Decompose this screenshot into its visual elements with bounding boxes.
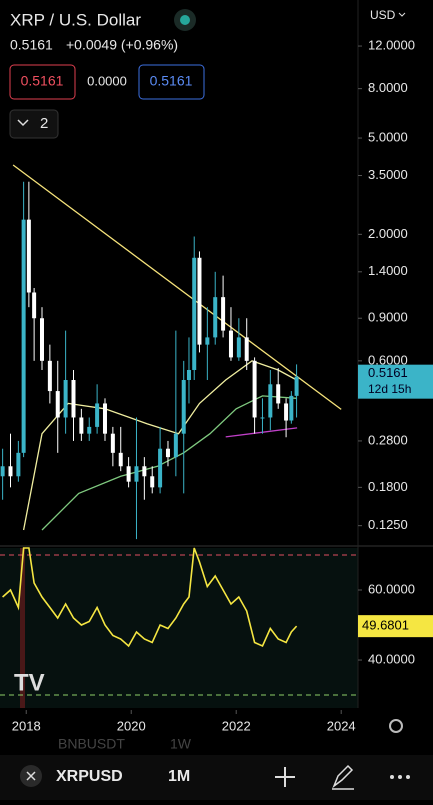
last-price: 0.5161 [10, 37, 53, 53]
x-tick-label: 2024 [327, 718, 356, 733]
candle-body [158, 448, 163, 488]
more-icon[interactable] [390, 775, 410, 779]
chevron-icon [17, 119, 29, 127]
candle-body [276, 384, 281, 404]
candle-body [236, 337, 241, 358]
y-tick-label: 0.2800 [368, 432, 408, 447]
candle-body [26, 219, 31, 293]
candle-body [192, 257, 197, 370]
x-tick-label: 2020 [117, 718, 146, 733]
spread: 0.0000 [87, 73, 127, 88]
behind-interval: 1W [170, 736, 192, 752]
y-tick-label: 0.1800 [368, 479, 408, 494]
draw-icon[interactable] [332, 764, 354, 790]
candle-body [150, 476, 155, 488]
y-tick-label: 0.1250 [368, 517, 408, 532]
candle-body [213, 297, 218, 338]
y-tick-label: 5.0000 [368, 129, 408, 144]
xrp-glyph [26, 771, 36, 781]
candle-body [252, 360, 257, 418]
candle-body [39, 318, 44, 361]
candle-body [79, 417, 84, 434]
candle-body [228, 330, 233, 358]
candle-body [63, 380, 68, 418]
y-tick-label: 1.4000 [368, 263, 408, 278]
symbol-title: XRP / U.S. Dollar [10, 10, 141, 29]
candle-body [186, 369, 191, 381]
rsi-highlight [20, 548, 25, 708]
candle-body [165, 448, 170, 458]
settings-icon[interactable] [389, 719, 403, 733]
status-dot [180, 15, 190, 25]
y-tick-label: 3.5000 [368, 167, 408, 182]
rsi-line [2, 547, 298, 648]
rsi-tag-label: 49.6801 [362, 618, 409, 633]
toolbar-symbol[interactable]: XRPUSD [56, 768, 123, 785]
candle-body [221, 297, 226, 331]
indicator-line [12, 164, 342, 410]
y-tick-label: 2.0000 [368, 226, 408, 241]
candle-body [21, 219, 26, 453]
x-tick-label: 2018 [12, 718, 41, 733]
candle-body [284, 403, 289, 421]
candle-body [289, 395, 294, 421]
candle-body [32, 292, 37, 319]
logo: TV [14, 669, 45, 696]
toolbar [0, 755, 433, 800]
toolbar-interval[interactable]: 1M [168, 768, 190, 785]
countdown-label: 12d 15h [368, 382, 411, 396]
collapse-button[interactable] [9, 109, 59, 139]
rsi-tick-label: 40.0000 [368, 651, 415, 666]
buy-price: 0.5161 [150, 73, 193, 89]
candle-body [71, 380, 76, 418]
candle-body [126, 466, 131, 482]
indicator-line [225, 427, 298, 438]
y-tick-label: 8.0000 [368, 80, 408, 95]
candle-body [268, 384, 273, 418]
candle-body [55, 391, 60, 418]
candle-body [205, 337, 210, 345]
candle-body [244, 337, 249, 361]
y-tick-label: 12.0000 [368, 37, 415, 52]
price-tag-label: 0.5161 [368, 365, 408, 380]
candle-body [142, 466, 147, 477]
candle-body [47, 360, 52, 392]
candle-body [16, 452, 21, 477]
collapse-count: 2 [40, 115, 48, 132]
rsi-pane [0, 548, 358, 708]
rsi-tag [358, 615, 433, 638]
candle-body [134, 466, 139, 482]
candle-body [181, 380, 186, 434]
candle-body [110, 433, 115, 453]
y-tick-label: 0.6000 [368, 352, 408, 367]
sell-price: 0.5161 [21, 73, 64, 89]
behind-symbol: BNBUSDT [58, 736, 125, 752]
chevron-icon [398, 12, 406, 17]
candle-body [87, 426, 92, 434]
currency-select[interactable]: USD [370, 8, 396, 22]
candle-body [95, 403, 100, 427]
add-icon[interactable] [275, 767, 295, 787]
candle-body [102, 403, 107, 434]
buy-button[interactable] [138, 64, 205, 100]
candle-body [294, 376, 299, 396]
candle-body [173, 433, 178, 458]
candle-body [197, 257, 202, 345]
sell-button[interactable] [9, 64, 76, 100]
x-tick-label: 2022 [222, 718, 251, 733]
candle-body [8, 466, 13, 477]
rsi-tick-label: 60.0000 [368, 581, 415, 596]
price-change: +0.0049 (+0.96%) [66, 37, 178, 53]
price-tag [358, 364, 433, 399]
candle-body [0, 466, 5, 477]
candle-body [260, 417, 265, 419]
y-tick-label: 0.9000 [368, 310, 408, 325]
candle-body [118, 452, 123, 467]
